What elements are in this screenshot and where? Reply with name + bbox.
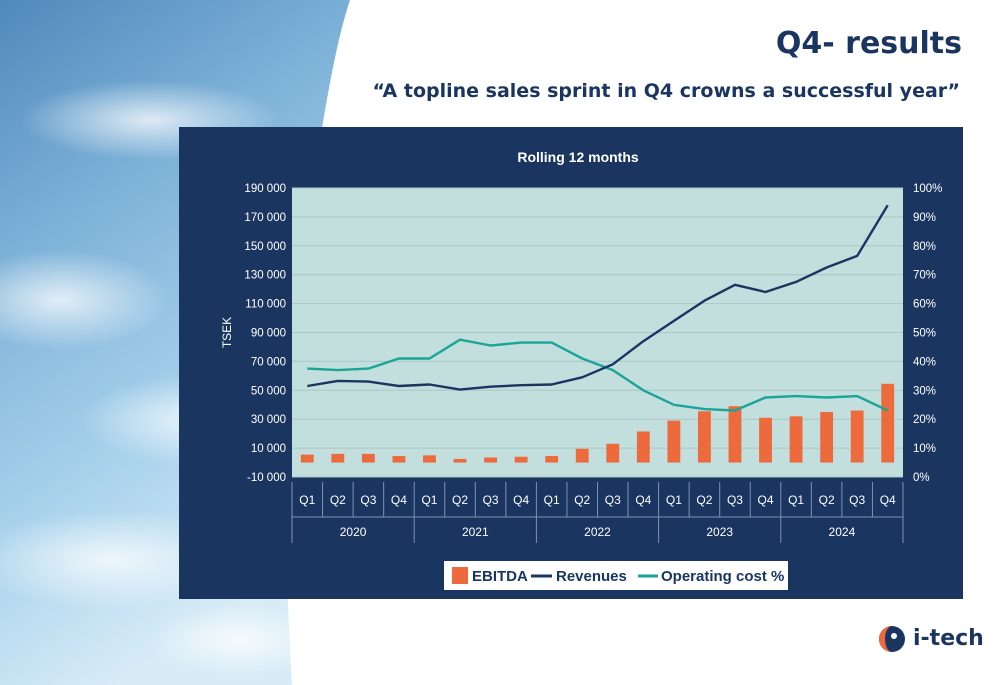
i-tech-logo-icon: [879, 626, 905, 652]
ebitda-bar: [606, 443, 620, 463]
ebitda-bar: [667, 420, 681, 463]
ebitda-bar: [331, 453, 345, 463]
y2-tick-label: 0%: [913, 472, 930, 484]
chart-title: Rolling 12 months: [517, 149, 639, 165]
x-tick-label: Q1: [666, 493, 682, 507]
x-tick-label: Q3: [483, 493, 499, 507]
logo-text: i-tech: [913, 626, 984, 651]
x-tick-label: Q2: [574, 493, 590, 507]
y2-tick-label: 100%: [913, 183, 942, 195]
y-tick-label: -10 000: [247, 472, 286, 484]
ebitda-bar: [881, 383, 895, 463]
legend-box: [444, 561, 788, 590]
y2-tick-label: 30%: [913, 385, 936, 397]
x-tick-label: Q4: [880, 493, 896, 507]
year-label: 2024: [829, 525, 856, 539]
slide-title: Q4- results: [775, 26, 962, 61]
year-label: 2021: [462, 525, 489, 539]
ebitda-bar: [392, 456, 406, 463]
x-tick-label: Q2: [452, 493, 468, 507]
ebitda-bar: [545, 456, 559, 463]
chart-panel: Rolling 12 months 190 000 170 000 150 000 13…: [179, 127, 963, 599]
ebitda-bar: [484, 457, 497, 463]
y2-tick-label: 50%: [913, 328, 936, 340]
operating-cost-line: [307, 338, 889, 412]
x-tick-label: Q4: [758, 493, 774, 507]
ebitda-bar: [789, 416, 803, 463]
x-tick-label: Q4: [391, 493, 407, 507]
ebitda-bar: [453, 458, 467, 463]
slide-subtitle: “A topline sales sprint in Q4 crowns a s…: [372, 80, 960, 102]
y2-tick-label: 60%: [913, 299, 936, 311]
ebitda-bar: [423, 455, 436, 463]
y2-tick-label: 90%: [913, 212, 936, 224]
legend-label-operating-cost: Operating cost %: [661, 568, 784, 585]
y2-tick-label: 10%: [913, 443, 936, 455]
y-tick-label: 30 000: [251, 414, 286, 426]
y-axis-title: TSEK: [220, 317, 234, 348]
x-tick-label: Q1: [421, 493, 437, 507]
y-tick-label: 190 000: [244, 183, 286, 195]
y2-tick-label: 70%: [913, 270, 936, 282]
legend-label-ebitda: EBITDA: [472, 568, 528, 585]
year-label: 2023: [706, 525, 733, 539]
year-label: 2022: [584, 525, 611, 539]
ebitda-bar: [636, 431, 650, 463]
ebitda-bar: [698, 411, 711, 463]
y-tick-label: 110 000: [245, 299, 286, 311]
y-tick-label: 10 000: [251, 443, 286, 455]
y2-tick-label: 20%: [913, 414, 936, 426]
x-tick-label: Q2: [696, 493, 712, 507]
y-tick-label: 170 000: [244, 212, 286, 224]
y2-tick-label: 80%: [913, 241, 936, 253]
ebitda-bar: [361, 453, 375, 463]
y-tick-label: 150 000: [244, 241, 286, 253]
year-label: 2020: [340, 525, 367, 539]
legend-label-revenues: Revenues: [556, 568, 627, 585]
y-tick-label: 130 000: [244, 270, 286, 282]
x-tick-label: Q3: [727, 493, 743, 507]
y-tick-label: 70 000: [251, 356, 286, 368]
x-tick-label: Q3: [849, 493, 865, 507]
ebitda-bar: [300, 454, 314, 463]
x-tick-label: Q1: [544, 493, 560, 507]
x-tick-label: Q3: [360, 493, 376, 507]
revenues-line: [307, 204, 889, 391]
ebitda-bar: [820, 411, 834, 463]
y2-tick-label: 40%: [913, 356, 936, 368]
y-tick-label: 50 000: [251, 385, 286, 397]
rolling-12-months-chart: Rolling 12 months 190 000 170 000 150 000 13…: [220, 149, 942, 590]
x-tick-label: Q1: [299, 493, 315, 507]
x-tick-label: Q4: [635, 493, 651, 507]
i-tech-logo: i-tech: [877, 623, 987, 661]
x-tick-label: Q4: [513, 493, 529, 507]
legend-swatch-ebitda: [452, 567, 468, 584]
x-tick-label: Q2: [330, 493, 346, 507]
ebitda-bar: [728, 406, 742, 463]
x-tick-label: Q2: [819, 493, 835, 507]
x-tick-label: Q3: [605, 493, 621, 507]
y-tick-label: 90 000: [251, 328, 286, 340]
ebitda-bar: [850, 410, 864, 463]
x-tick-label: Q1: [788, 493, 804, 507]
ebitda-bar: [514, 456, 528, 463]
ebitda-bar: [759, 417, 772, 463]
ebitda-bar: [575, 448, 589, 463]
